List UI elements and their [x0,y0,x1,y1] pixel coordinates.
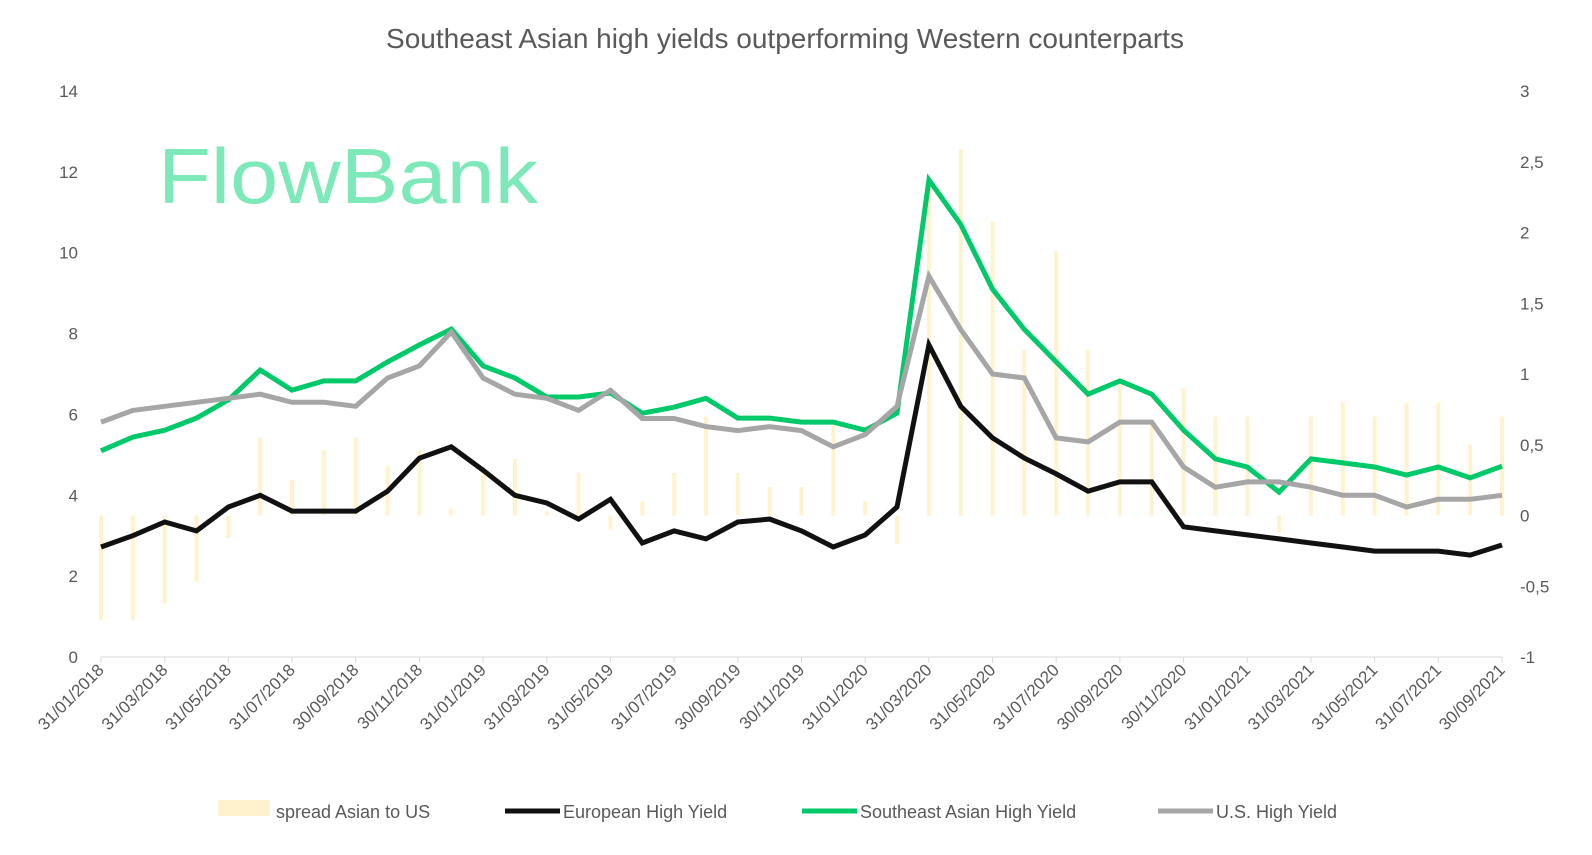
spread-bar [1500,416,1504,516]
x-tick-label: 30/09/2020 [1053,660,1127,734]
spread-bar [672,473,677,516]
x-tick-label: 30/11/2020 [1118,660,1191,733]
x-tick-label: 31/07/2018 [225,660,299,734]
spread-bar [417,450,422,516]
spread-bar [544,511,549,516]
x-tick-label: 31/01/2018 [34,660,108,734]
y-tick-label: 6 [69,405,78,424]
x-tick-label: 31/07/2020 [989,660,1063,734]
spread-bar [130,515,135,621]
spread-bar [1022,349,1027,516]
spread-bar [1149,422,1154,516]
chart-title: Southeast Asian high yields outperformin… [386,23,1184,54]
y2-tick-label: 1,5 [1520,294,1544,313]
logo-text: Flow Bank [158,132,539,220]
y2-tick-label: 3 [1520,82,1529,101]
x-tick-label: 30/09/2021 [1435,660,1509,734]
x-tick-label: 31/05/2018 [162,660,236,734]
x-tick-label: 30/09/2019 [671,660,745,734]
spread-bar [226,515,231,539]
x-tick-label: 30/11/2018 [354,660,427,733]
spread-bar [1277,515,1282,533]
y-tick-label: 10 [59,244,78,263]
spread-bar [990,221,995,516]
spread-bar [576,473,581,516]
legend-label: U.S. High Yield [1216,802,1337,822]
x-tick-label: 31/05/2020 [926,660,1000,734]
spread-bar [799,487,804,516]
spread-bar [1213,416,1218,516]
x-tick-label: 31/01/2021 [1180,660,1254,734]
y2-tick-label: 0 [1520,507,1529,526]
series-lines [100,173,1503,558]
x-tick-label: 31/07/2021 [1372,660,1446,734]
spread-bar [99,515,103,621]
spread-bar [735,473,740,516]
x-tick-label: 31/03/2020 [862,660,936,734]
y2-tick-label: 2 [1520,224,1529,243]
spread-bar [608,515,613,530]
x-tick-label: 31/03/2021 [1244,660,1318,734]
y2-tick-label: -1 [1520,648,1535,667]
legend-item: spread Asian to US [218,800,430,822]
spread-bar [1308,416,1313,516]
x-tick-label: 31/01/2019 [416,660,490,734]
x-tick-label: 30/11/2019 [736,660,809,733]
y2-tick-label: 0,5 [1520,436,1544,455]
spread-bar [767,487,772,516]
legend-item: U.S. High Yield [1158,802,1337,822]
legend-label: European High Yield [563,802,727,822]
x-tick-label: 30/09/2018 [289,660,363,734]
legend-label: Southeast Asian High Yield [860,802,1076,822]
spread-bar [703,416,708,516]
spread-bar [640,501,645,516]
y-tick-label: 8 [69,325,78,344]
spread-bar [1181,388,1186,516]
x-tick-label: 31/05/2019 [544,660,618,734]
legend-swatch [218,800,270,816]
spread-bar [1117,378,1122,516]
spread-bar [258,437,263,516]
spread-bar [512,458,517,516]
spread-bar [1054,250,1059,516]
legend-item: European High Yield [505,802,727,822]
spread-bar [290,480,295,516]
spread-bar [321,450,326,516]
spread-bar [162,515,167,604]
spread-bar [481,468,486,516]
y-tick-label: 2 [69,567,78,586]
spread-bar [194,515,199,583]
series-line-european-high-yield [100,337,1503,558]
x-tick-label: 31/03/2019 [480,660,554,734]
y-tick-label: 12 [59,163,78,182]
x-tick-label: 31/05/2021 [1308,660,1382,734]
x-tick-label: 31/03/2018 [98,660,172,734]
spread-bar [1340,402,1345,516]
y-tick-label: 14 [59,82,78,101]
y2-tick-label: 2,5 [1520,153,1544,172]
series-line-southeast-asian-high-yield [100,173,1503,496]
y2-tick-label: 1 [1520,365,1529,384]
spread-bar [831,420,836,516]
spread-bar [449,508,454,516]
x-tick-label: 31/01/2020 [798,660,872,734]
y-tick-label: 4 [69,486,78,505]
x-tick-label: 31/07/2019 [607,660,681,734]
series-line-u-s-high-yield [100,269,1503,510]
spread-bar [895,515,900,544]
y-tick-label: 0 [69,648,78,667]
legend: spread Asian to US European High Yield Sou… [218,800,1337,822]
spread-bar [863,501,868,516]
spread-bar [1404,402,1409,516]
flowbank-logo: Flow Bank [158,132,539,220]
legend-item: Southeast Asian High Yield [802,802,1076,822]
spread-bar [1086,349,1091,516]
spread-bar [1436,402,1441,516]
y2-tick-label: -0,5 [1520,577,1549,596]
legend-label: spread Asian to US [276,802,430,822]
spread-bar [353,437,358,516]
